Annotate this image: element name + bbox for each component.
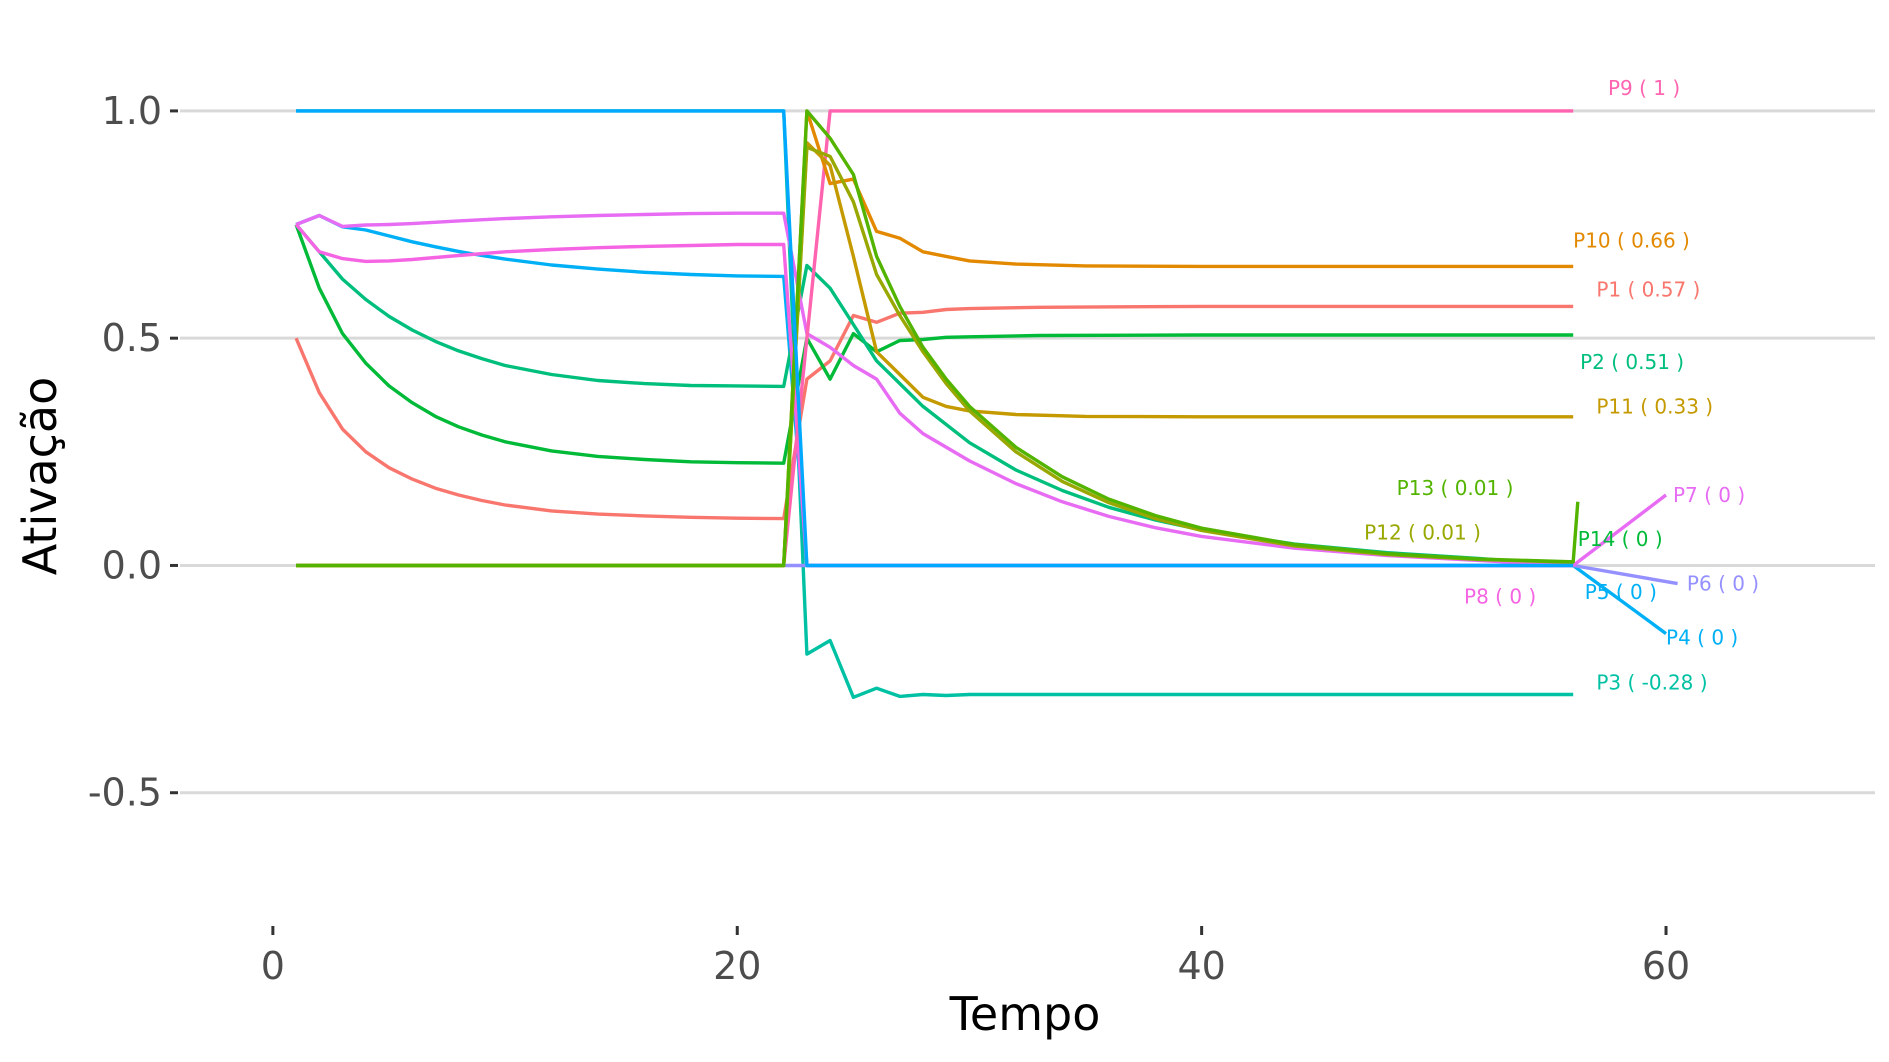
y-axis-title: Ativação [13,377,67,576]
y-tick-label: 1.0 [102,89,162,133]
series-label: P3 ( -0.28 ) [1596,671,1707,695]
x-tick-label: 20 [713,944,761,988]
series-label: P9 ( 1 ) [1608,76,1680,100]
series-line-p4 [295,213,1668,635]
x-tick-label: 60 [1642,944,1690,988]
series-label: P12 ( 0.01 ) [1364,521,1481,545]
series-label: P4 ( 0 ) [1666,625,1738,649]
series-label: P5 ( 0 ) [1585,580,1657,604]
series-label: P8 ( 0 ) [1464,584,1536,608]
series-label: P13 ( 0.01 ) [1397,476,1514,500]
series-line-p7 [295,211,1668,568]
series-line-p13 [296,109,1580,568]
y-tick-label: -0.5 [88,771,162,815]
series-labels: P9 ( 1 ) P10 ( 0.66 ) P1 ( 0.57 ) P2 ( 0.51… [1364,76,1759,695]
series-line-p2 [294,223,1574,465]
series-lines [294,109,1678,699]
x-tick-label: 0 [261,944,285,988]
series-label: P7 ( 0 ) [1673,483,1745,507]
series-line-p1 [294,304,1574,521]
series-line-p10 [296,109,1574,568]
series-line-p5 [294,223,1574,568]
series-label: P1 ( 0.57 ) [1596,278,1700,302]
series-label: P2 ( 0.51 ) [1580,350,1684,374]
series-label: P10 ( 0.66 ) [1573,228,1690,252]
series-line-p11 [296,141,1574,568]
series-label: P6 ( 0 ) [1687,572,1759,596]
series-line-p8 [294,223,1574,568]
series-line-p3 [296,109,1574,699]
axes: 1.0 0.5 0.0 -0.5 0 20 40 60 [88,89,1690,988]
x-axis-title: Tempo [949,987,1101,1041]
series-line-p14 [296,109,1574,568]
y-tick-label: 0.0 [102,543,162,587]
y-tick-label: 0.5 [102,316,162,360]
series-label: P14 ( 0 ) [1578,527,1663,551]
x-tick-label: 40 [1177,944,1225,988]
series-label: P11 ( 0.33 ) [1596,394,1713,418]
series-line-p6 [296,563,1678,586]
